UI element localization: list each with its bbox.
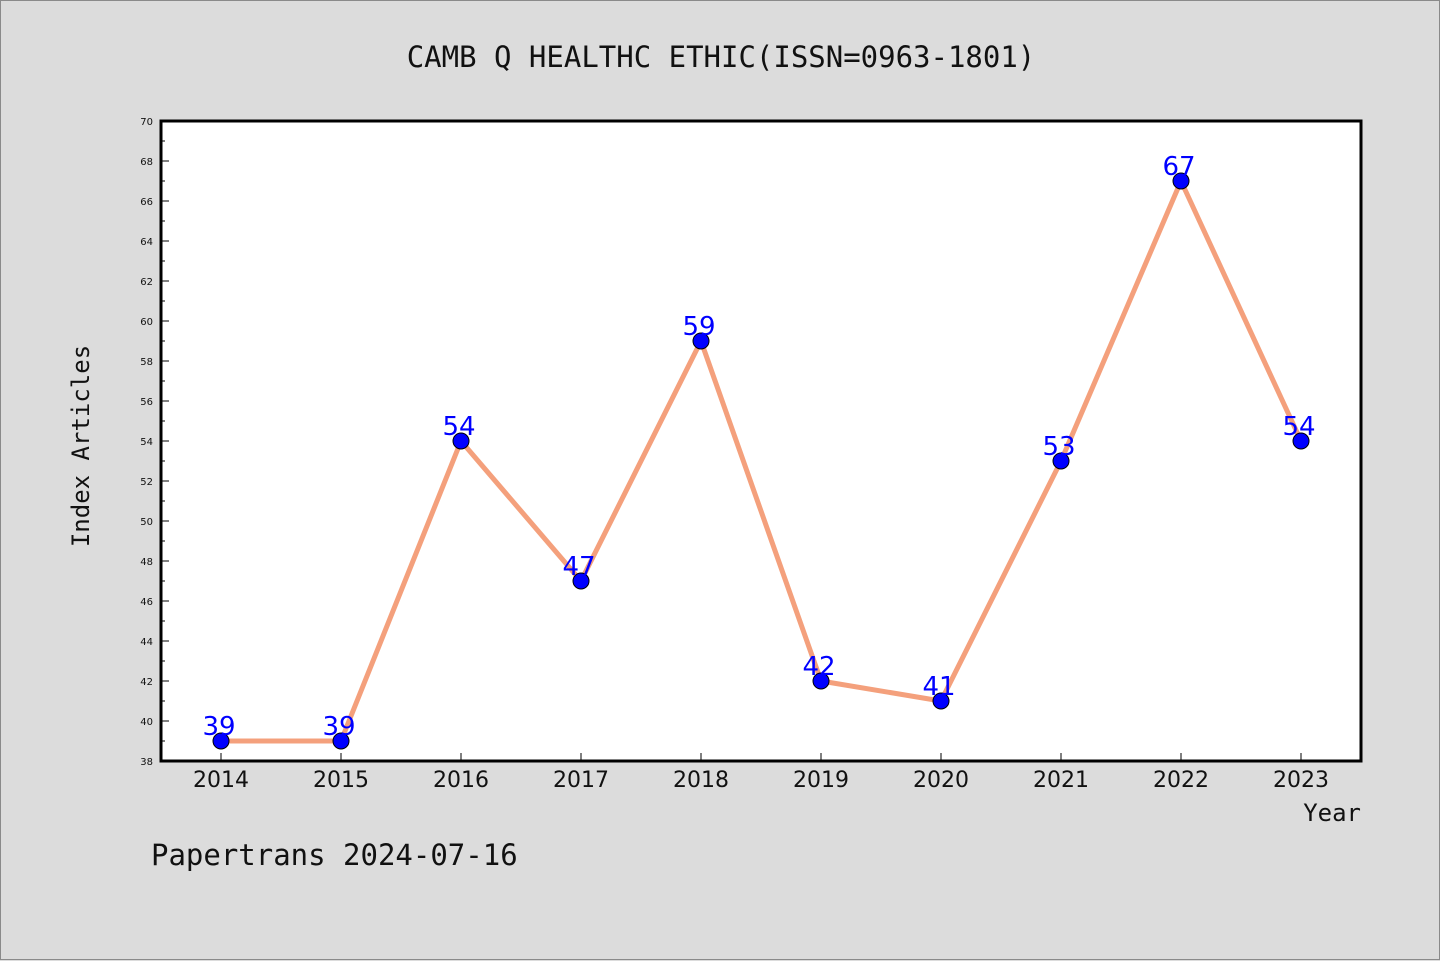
data-label: 53 — [1042, 432, 1075, 462]
plot-frame — [159, 119, 1363, 763]
x-tick-label: 2022 — [1153, 768, 1209, 793]
y-tick-label: 44 — [140, 637, 153, 648]
y-tick-label: 50 — [140, 517, 153, 528]
x-tick-label: 2020 — [913, 768, 969, 793]
x-axis-title: Year — [1303, 799, 1361, 827]
data-point — [332, 732, 350, 750]
y-tick-label: 40 — [140, 717, 153, 728]
y-tick-label: 64 — [140, 237, 153, 248]
data-point — [1172, 172, 1190, 190]
series-line — [221, 178, 1304, 744]
y-tick-label: 42 — [140, 677, 153, 688]
x-tick-label: 2016 — [433, 768, 489, 793]
y-tick-label: 48 — [140, 557, 153, 568]
y-tick-label: 58 — [140, 357, 153, 368]
footer-credit: Papertrans 2024-07-16 — [151, 838, 518, 872]
x-tick-label: 2015 — [313, 768, 369, 793]
x-tick-label: 2017 — [553, 768, 609, 793]
y-tick-label: 66 — [140, 197, 153, 208]
data-point — [212, 732, 230, 750]
y-axis-title: Index Articles — [67, 345, 95, 547]
y-tick-label: 56 — [140, 397, 153, 408]
plot-area — [161, 121, 1361, 761]
data-label: 54 — [1282, 412, 1315, 442]
data-label: 39 — [322, 712, 355, 742]
data-label: 47 — [562, 552, 595, 582]
y-tick-label: 46 — [140, 597, 153, 608]
data-label: 59 — [682, 312, 715, 342]
y-tick-label: 52 — [140, 477, 153, 488]
y-tick-label: 68 — [140, 157, 153, 168]
y-tick-label: 54 — [140, 437, 153, 448]
x-tick-label: 2023 — [1273, 768, 1329, 793]
data-point — [692, 332, 710, 350]
data-label: 67 — [1162, 152, 1195, 182]
x-tick-label: 2014 — [193, 768, 249, 793]
data-label: 54 — [442, 412, 475, 442]
chart-title: CAMB Q HEALTHC ETHIC(ISSN=0963-1801) — [407, 40, 1036, 74]
x-tick-label: 2021 — [1033, 768, 1089, 793]
data-point — [932, 692, 950, 710]
y-tick-label: 62 — [140, 277, 153, 288]
y-tick-label: 70 — [140, 117, 153, 128]
data-point — [1052, 452, 1070, 470]
data-point — [812, 672, 830, 690]
data-point — [1292, 432, 1310, 450]
x-tick-label: 2018 — [673, 768, 729, 793]
y-tick-label: 60 — [140, 317, 153, 328]
x-tick-label: 2019 — [793, 768, 849, 793]
data-label: 41 — [922, 672, 955, 702]
y-tick-label: 38 — [140, 757, 153, 768]
data-label: 42 — [802, 652, 835, 682]
data-label: 39 — [202, 712, 235, 742]
data-point — [452, 432, 470, 450]
data-point — [572, 572, 590, 590]
